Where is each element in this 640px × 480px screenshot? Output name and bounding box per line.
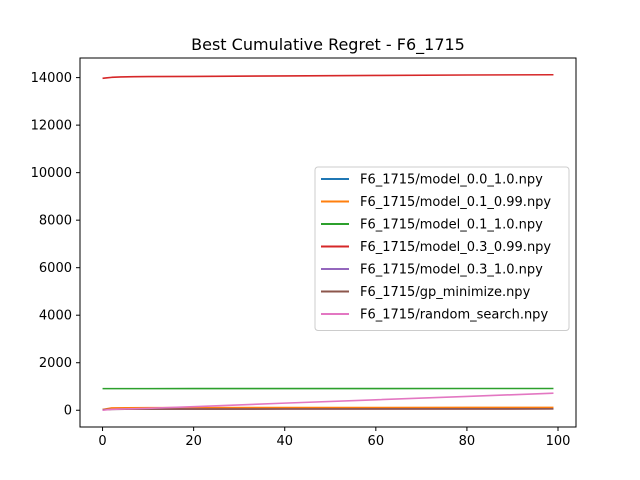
series-layer: [102, 73, 554, 412]
legend: F6_1715/model_0.0_1.0.npy F6_1715/model_0…: [314, 166, 570, 331]
series-line-1: [102, 406, 554, 411]
x-tick-label: 40: [276, 434, 293, 449]
y-tick-label: 6000: [39, 261, 72, 276]
legend-label-5: F6_1715/gp_minimize.npy: [360, 285, 531, 300]
legend-box: [314, 166, 570, 331]
series-line-5: [102, 408, 554, 411]
x-tick-label: 0: [98, 434, 106, 449]
x-tick-label: 20: [185, 434, 202, 449]
legend-label-0: F6_1715/model_0.0_1.0.npy: [360, 173, 543, 188]
x-tick-label: 100: [546, 434, 571, 449]
y-tick-label: 8000: [39, 214, 72, 229]
x-tick-label: 80: [459, 434, 476, 449]
y-tick-label: 2000: [39, 356, 72, 371]
legend-label-2: F6_1715/model_0.1_1.0.npy: [360, 218, 543, 233]
y-tick-label: 14000: [31, 71, 72, 86]
legend-label-1: F6_1715/model_0.1_0.99.npy: [360, 195, 551, 210]
y-tick-label: 4000: [39, 309, 72, 324]
plot-frame: [79, 57, 577, 428]
series-line-3: [102, 73, 554, 80]
chart-title: Best Cumulative Regret - F6_1715: [191, 35, 465, 55]
legend-label-3: F6_1715/model_0.3_0.99.npy: [360, 240, 551, 255]
x-tick-label: 60: [368, 434, 385, 449]
legend-label-4: F6_1715/model_0.3_1.0.npy: [360, 263, 543, 278]
y-tick-label: 12000: [31, 119, 72, 134]
axes-layer: 0 20 40 60 80 100 0 2000 4000 6000 8000 10000 12000 1…: [31, 57, 577, 449]
y-tick-label: 10000: [31, 166, 72, 181]
y-tick-label: 0: [64, 404, 72, 419]
legend-label-6: F6_1715/random_search.npy: [360, 308, 548, 323]
series-line-6: [102, 392, 554, 412]
